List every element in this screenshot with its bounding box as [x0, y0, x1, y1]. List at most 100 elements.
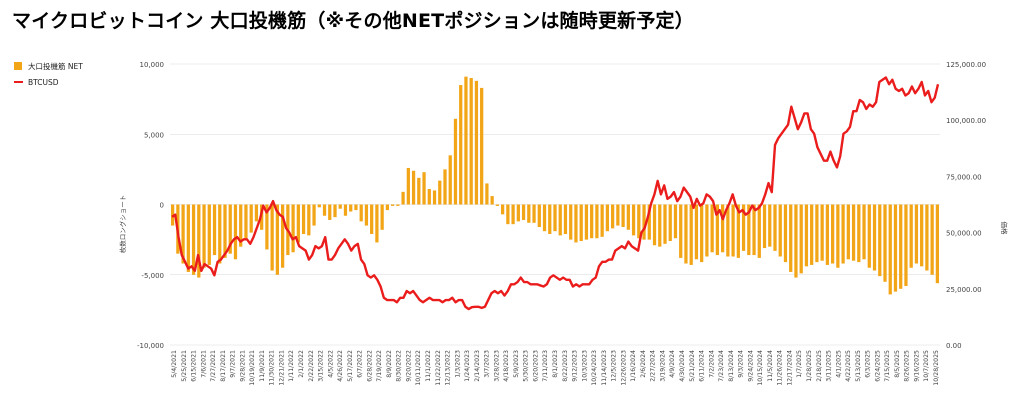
net-bar — [642, 204, 646, 240]
net-bar — [558, 204, 562, 236]
net-bar — [736, 204, 740, 258]
legend-swatch-line — [14, 81, 23, 83]
net-bar — [621, 204, 625, 227]
x-axis: 5/4/2021 5/25/2021 6/15/2021 7/6/2021 7/27/2… — [171, 350, 940, 386]
x-tick-label: 11/5/2024 — [767, 350, 774, 382]
net-bar — [757, 204, 761, 258]
net-bar — [270, 204, 274, 271]
net-bar — [789, 204, 793, 272]
net-bar — [584, 204, 589, 240]
net-bar — [532, 204, 536, 223]
x-tick-label: 6/3/2025 — [865, 350, 872, 378]
y-tick-left: -10,000 — [137, 342, 164, 350]
x-tick-label: 5/9/2023 — [513, 350, 520, 378]
x-tick-label: 10/7/2025 — [923, 350, 930, 382]
x-tick-label: 5/30/2023 — [523, 350, 530, 382]
x-tick-label: 8/17/2021 — [220, 350, 227, 382]
x-tick-label: 11/14/2023 — [601, 350, 608, 386]
net-bar — [762, 204, 767, 249]
x-tick-label: 6/28/2022 — [366, 350, 373, 382]
net-bar — [631, 204, 636, 236]
net-bar — [521, 204, 526, 220]
x-tick-label: 8/1/2023 — [552, 350, 559, 378]
net-bar — [684, 204, 688, 264]
net-bar — [328, 204, 332, 220]
net-bar — [349, 204, 353, 212]
x-tick-label: 11/9/2021 — [259, 350, 266, 382]
x-tick-label: 3/15/2022 — [318, 350, 325, 382]
x-tick-label: 10/15/2024 — [757, 350, 764, 386]
x-tick-label: 10/11/2022 — [415, 350, 422, 386]
net-bar — [207, 204, 211, 265]
net-bar — [752, 204, 756, 256]
net-bar — [448, 155, 452, 205]
net-bar — [857, 204, 861, 263]
net-bar — [851, 204, 856, 261]
x-tick-label: 7/19/2022 — [376, 350, 383, 382]
x-tick-label: 4/1/2025 — [835, 350, 842, 378]
x-tick-label: 2/6/2024 — [640, 350, 647, 378]
net-bar — [862, 204, 866, 260]
net-bar — [878, 204, 882, 277]
net-bar — [417, 177, 421, 205]
net-bar — [605, 204, 610, 232]
net-bar — [453, 118, 458, 205]
x-tick-label: 10/28/2025 — [933, 350, 940, 386]
x-tick-label: 3/19/2024 — [659, 350, 666, 382]
net-bar — [443, 169, 447, 205]
net-bar — [181, 204, 185, 264]
net-bar — [930, 204, 934, 275]
net-bar — [741, 204, 746, 251]
y-axis-right-label: 価格 — [1000, 222, 1009, 236]
net-bar — [768, 204, 772, 247]
net-bar — [244, 204, 248, 239]
x-tick-label: 9/3/2024 — [738, 350, 745, 378]
y-tick-right: 25,000.00 — [946, 286, 982, 294]
x-tick-label: 6/24/2025 — [874, 350, 881, 382]
net-bar — [511, 204, 515, 225]
x-tick-label: 10/19/2021 — [249, 350, 256, 386]
x-tick-label: 1/7/2025 — [796, 350, 803, 378]
legend: 大口投機筋 NET BTCUSD — [14, 58, 83, 90]
y-tick-left: 10,000 — [140, 61, 165, 69]
net-bar — [218, 204, 222, 264]
net-bar — [668, 204, 672, 242]
x-tick-label: 12/13/2022 — [445, 350, 452, 386]
x-tick-label: 12/5/2023 — [611, 350, 618, 382]
x-tick-label: 3/7/2023 — [484, 350, 491, 378]
net-bar — [291, 204, 295, 253]
x-tick-label: 8/5/2025 — [894, 350, 901, 378]
net-bar — [579, 204, 583, 242]
net-bar — [794, 204, 798, 278]
y-tick-right: 75,000.00 — [946, 173, 982, 181]
net-bar — [710, 204, 714, 253]
net-bar — [469, 78, 473, 205]
x-tick-label: 9/28/2021 — [239, 350, 246, 382]
net-bar — [359, 204, 363, 222]
x-tick-label: 1/28/2025 — [806, 350, 813, 382]
net-bar — [773, 204, 777, 251]
x-tick-label: 11/26/2024 — [777, 350, 784, 386]
net-bar — [312, 204, 316, 226]
net-bar — [527, 204, 531, 223]
net-bar — [501, 204, 505, 215]
x-tick-label: 7/6/2021 — [200, 350, 207, 378]
x-tick-label: 2/27/2024 — [650, 350, 657, 382]
x-tick-label: 12/26/2023 — [620, 350, 627, 386]
x-tick-label: 9/12/2023 — [572, 350, 579, 382]
x-tick-label: 4/9/2024 — [669, 350, 676, 378]
net-bar — [537, 204, 541, 227]
legend-label-btc: BTCUSD — [28, 77, 59, 87]
net-bar — [574, 204, 578, 243]
net-bar — [700, 204, 704, 263]
net-bar — [825, 204, 830, 265]
net-bar — [841, 204, 845, 264]
net-bar — [202, 204, 206, 268]
net-bar — [815, 204, 819, 263]
y-axis-left-label: 枚数ロングショート — [118, 195, 127, 254]
x-tick-label: 6/20/2023 — [532, 350, 539, 382]
x-tick-label: 9/24/2024 — [747, 350, 754, 382]
net-bar — [626, 204, 630, 230]
net-bar — [846, 204, 850, 260]
x-tick-label: 1/11/2022 — [288, 350, 295, 382]
